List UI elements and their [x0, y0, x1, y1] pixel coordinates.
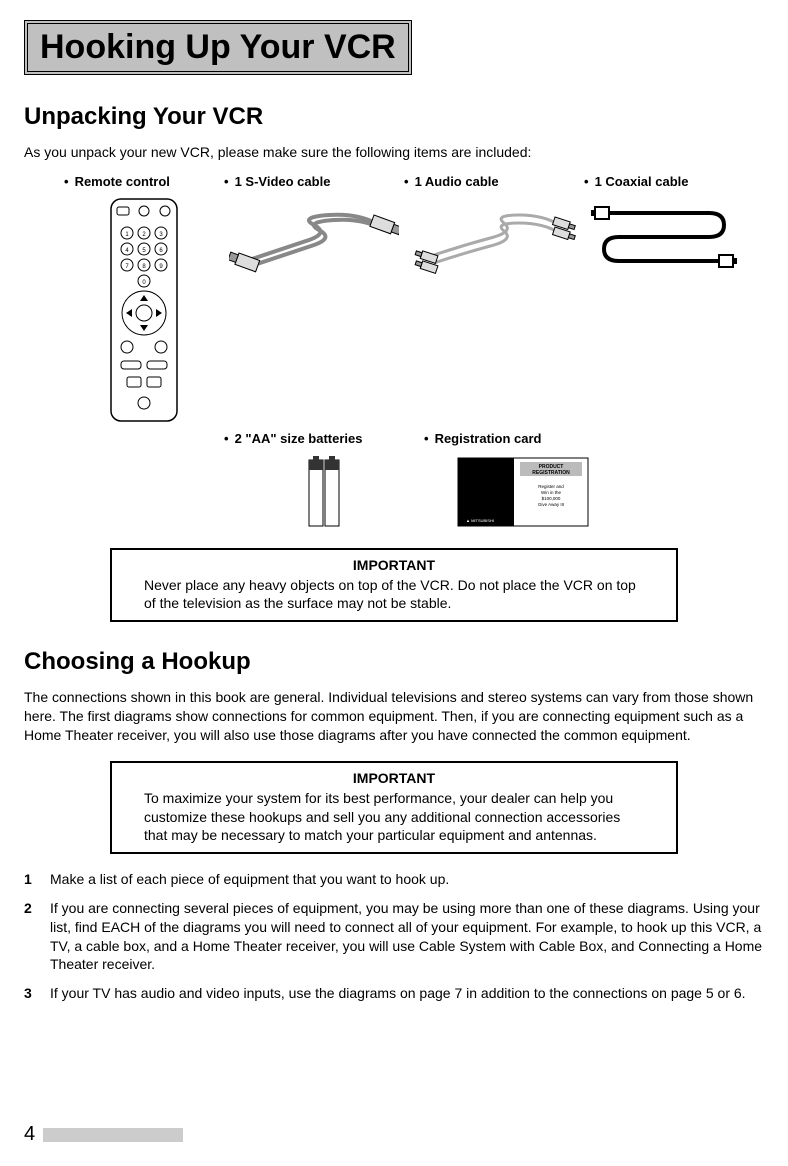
items-row-2: •2 "AA" size batteries •Registration car…	[224, 431, 764, 532]
chapter-title: Hooking Up Your VCR	[40, 28, 396, 66]
coax-illustration	[584, 195, 744, 275]
item-remote: •Remote control	[64, 174, 224, 195]
remote-illustration: 1 2 3 4 5 6 7 8 9 0	[64, 195, 224, 425]
item-label-audio: 1 Audio cable	[415, 174, 499, 189]
regcard-header-2: REGISTRATION	[532, 470, 570, 476]
step-3: 3If your TV has audio and video inputs, …	[24, 984, 764, 1003]
steps-list: 1Make a list of each piece of equipment …	[24, 870, 764, 1003]
important-box-1: IMPORTANT Never place any heavy objects …	[110, 548, 678, 623]
item-label-svideo: 1 S-Video cable	[235, 174, 331, 189]
item-label-remote: Remote control	[75, 174, 170, 189]
item-audio: •1 Audio cable	[404, 174, 584, 195]
footer-bar	[43, 1128, 183, 1142]
section-heading-hookup: Choosing a Hookup	[24, 648, 764, 676]
section1-intro: As you unpack your new VCR, please make …	[24, 143, 764, 162]
important1-body: Never place any heavy objects on top of …	[144, 576, 644, 612]
items-row-1: •Remote control •1 S-Video cable •1 Audi…	[64, 174, 764, 195]
regcard-line3: $100,000	[542, 496, 561, 501]
regcard-line4: Give Away III	[538, 502, 564, 507]
step-1-text: Make a list of each piece of equipment t…	[50, 870, 449, 889]
page-number: 4	[24, 1123, 35, 1146]
svideo-illustration	[224, 195, 404, 285]
item-batteries: •2 "AA" size batteries	[224, 431, 424, 532]
item-coax: •1 Coaxial cable	[584, 174, 744, 195]
item-regcard: •Registration card PRODUCT REGISTRATION …	[424, 431, 624, 532]
item-label-regcard: Registration card	[435, 431, 542, 446]
step-2: 2If you are connecting several pieces of…	[24, 899, 764, 975]
section-heading-unpacking: Unpacking Your VCR	[24, 103, 764, 131]
important-box-2: IMPORTANT To maximize your system for it…	[110, 761, 678, 854]
important1-title: IMPORTANT	[124, 556, 664, 574]
item-svideo: •1 S-Video cable	[224, 174, 404, 195]
important2-body: To maximize your system for its best per…	[144, 789, 644, 844]
regcard-line2: Win in the	[541, 490, 562, 495]
important2-title: IMPORTANT	[124, 769, 664, 787]
regcard-line1: Register and	[538, 484, 564, 489]
step-3-text: If your TV has audio and video inputs, u…	[50, 984, 746, 1003]
svg-text:▲ MITSUBISHI: ▲ MITSUBISHI	[466, 518, 494, 523]
item-label-batteries: 2 "AA" size batteries	[235, 431, 363, 446]
audio-illustration	[404, 195, 584, 285]
batteries-illustration	[299, 452, 349, 532]
section2-intro: The connections shown in this book are g…	[24, 688, 764, 745]
item-label-coax: 1 Coaxial cable	[595, 174, 689, 189]
page-footer: 4	[24, 1123, 764, 1146]
chapter-title-box: Hooking Up Your VCR	[24, 20, 412, 75]
step-2-text: If you are connecting several pieces of …	[50, 899, 764, 975]
regcard-illustration: PRODUCT REGISTRATION Register and Win in…	[454, 452, 594, 532]
step-1: 1Make a list of each piece of equipment …	[24, 870, 764, 889]
